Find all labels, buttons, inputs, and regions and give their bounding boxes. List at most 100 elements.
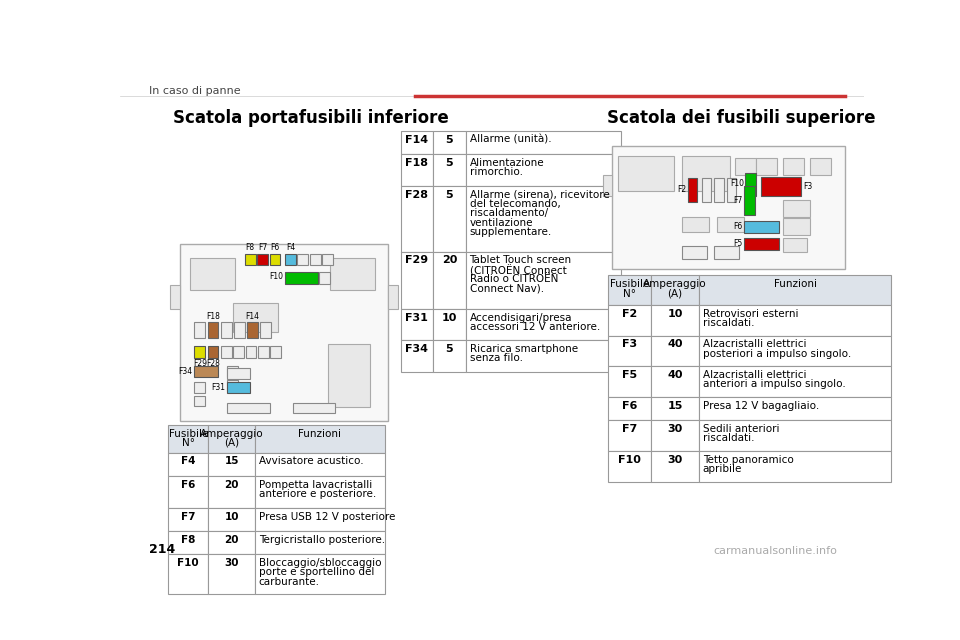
Text: F7: F7 <box>622 424 637 434</box>
Bar <box>609 397 651 420</box>
Text: Radio o CITROËN: Radio o CITROËN <box>469 274 558 284</box>
Bar <box>714 179 724 202</box>
Text: F2: F2 <box>622 308 637 319</box>
Bar <box>744 186 755 216</box>
Bar <box>782 159 804 175</box>
Bar <box>194 381 205 392</box>
Text: N°: N° <box>181 438 195 448</box>
Bar <box>609 366 651 397</box>
Bar <box>756 159 778 175</box>
Bar <box>466 154 621 186</box>
Text: F34: F34 <box>178 367 192 376</box>
Text: 214: 214 <box>150 543 176 556</box>
Bar <box>699 305 891 335</box>
Text: Allarme (unità).: Allarme (unità). <box>469 134 551 145</box>
Text: 15: 15 <box>667 401 683 411</box>
Bar <box>727 179 736 202</box>
Bar <box>254 508 385 531</box>
Text: 30: 30 <box>225 558 239 568</box>
Bar <box>254 476 385 508</box>
Text: 5: 5 <box>445 190 453 200</box>
Text: anteriori a impulso singolo.: anteriori a impulso singolo. <box>703 380 846 389</box>
Text: riscaldati.: riscaldati. <box>703 433 755 444</box>
Bar <box>809 159 831 175</box>
Text: riscaldati.: riscaldati. <box>703 318 755 328</box>
Bar <box>388 285 398 309</box>
Bar <box>609 275 651 305</box>
Text: Sedili anteriori: Sedili anteriori <box>703 424 780 434</box>
Bar <box>618 156 674 191</box>
Text: (A): (A) <box>224 438 239 448</box>
Bar <box>207 346 219 358</box>
Text: F28: F28 <box>206 360 220 369</box>
Bar <box>221 323 231 338</box>
Text: Amperaggio: Amperaggio <box>643 279 707 289</box>
Bar <box>682 217 709 232</box>
Bar <box>208 476 254 508</box>
Bar <box>651 305 699 335</box>
Bar <box>168 452 208 476</box>
Bar <box>227 381 251 392</box>
Text: N°: N° <box>623 289 636 298</box>
Text: Allarme (sirena), ricevitore: Allarme (sirena), ricevitore <box>469 190 610 200</box>
Text: 40: 40 <box>667 370 683 380</box>
Bar <box>285 271 318 284</box>
Text: Alzacristalli elettrici: Alzacristalli elettrici <box>703 370 806 380</box>
Text: F18: F18 <box>206 312 220 321</box>
Bar <box>208 554 254 594</box>
Bar <box>194 396 205 406</box>
Text: F29: F29 <box>193 360 206 369</box>
Bar <box>254 531 385 554</box>
Text: F10: F10 <box>178 558 199 568</box>
Text: F6: F6 <box>622 401 637 411</box>
Text: 20: 20 <box>442 255 457 266</box>
Text: Funzioni: Funzioni <box>299 429 342 438</box>
Bar <box>699 451 891 482</box>
Bar <box>254 425 385 452</box>
Bar <box>258 346 269 358</box>
Text: F29: F29 <box>405 255 428 266</box>
Text: 10: 10 <box>225 512 239 522</box>
Bar <box>246 346 256 358</box>
Text: F7: F7 <box>733 196 742 205</box>
Bar <box>466 340 621 372</box>
Bar <box>298 254 308 265</box>
Bar <box>168 531 208 554</box>
Bar <box>699 366 891 397</box>
Bar <box>208 508 254 531</box>
Text: F4: F4 <box>180 456 196 467</box>
Bar <box>270 254 280 265</box>
Text: 10: 10 <box>442 313 457 323</box>
Text: F31: F31 <box>211 383 226 392</box>
Bar <box>609 420 651 451</box>
Text: F5: F5 <box>733 239 742 248</box>
Text: F3: F3 <box>622 339 637 349</box>
Bar <box>170 285 180 309</box>
Bar <box>433 154 466 186</box>
Text: carburante.: carburante. <box>259 577 320 586</box>
Bar <box>466 186 621 252</box>
Text: Tablet Touch screen: Tablet Touch screen <box>469 255 571 266</box>
Bar <box>227 403 270 413</box>
Bar <box>400 154 433 186</box>
Bar <box>285 254 296 265</box>
Bar <box>688 179 697 202</box>
Bar <box>400 252 433 309</box>
Bar <box>247 323 258 338</box>
Text: Scatola dei fusibili superiore: Scatola dei fusibili superiore <box>607 109 876 127</box>
Bar <box>194 366 218 377</box>
Text: porte e sportellino del: porte e sportellino del <box>259 567 374 577</box>
Bar <box>257 254 268 265</box>
Text: 15: 15 <box>225 456 239 467</box>
Text: del telecomando,: del telecomando, <box>469 199 561 209</box>
Text: Tetto panoramico: Tetto panoramico <box>703 455 794 465</box>
Text: Ricarica smartphone: Ricarica smartphone <box>469 344 578 354</box>
Text: F7: F7 <box>180 512 196 522</box>
Bar <box>168 554 208 594</box>
Text: Bloccaggio/sbloccaggio: Bloccaggio/sbloccaggio <box>259 558 381 568</box>
Bar <box>734 159 756 175</box>
Bar <box>168 425 208 452</box>
Text: F7: F7 <box>258 243 267 252</box>
Text: F8: F8 <box>181 535 196 545</box>
Bar <box>609 305 651 335</box>
